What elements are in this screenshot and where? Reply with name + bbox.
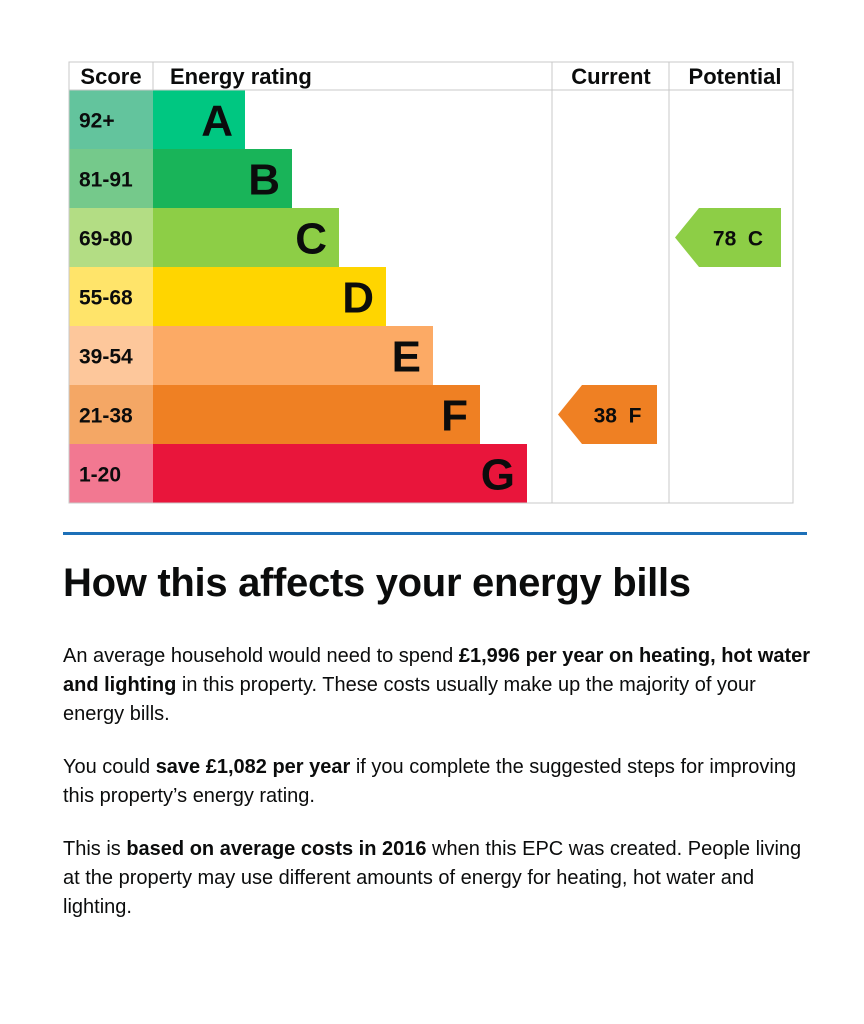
rating-bands: 92+ A 81-91 B 69-80 C 55-68 D 39-54 E 21-38 F 1-20 G — [69, 90, 527, 503]
potential-arrow — [675, 208, 781, 267]
spend-text-after: in this property. These costs usually ma… — [63, 674, 756, 725]
score-cell-d — [69, 267, 153, 326]
save-text-before: You could — [63, 756, 156, 778]
score-cell-c — [69, 208, 153, 267]
basis-text-after: when this EPC was created. People living… — [63, 838, 802, 918]
band-bar-b — [153, 149, 292, 208]
band-bar-d — [153, 267, 386, 326]
bills-heading: How this affects your energy bills — [63, 561, 691, 605]
chart-grid — [68, 61, 794, 504]
score-cell-e — [69, 326, 153, 385]
chart-headers: Score Energy rating Current Potential — [80, 64, 781, 89]
rating-arrows: 38 F 78 C — [558, 208, 781, 444]
score-cell-f — [69, 385, 153, 444]
chart-border — [68, 61, 794, 504]
bills-paragraph-save: You could save £1,082 per year if you co… — [63, 753, 813, 811]
energy-bills-section: How this affects your energy bills An av… — [63, 560, 813, 946]
header-score: Score — [80, 64, 141, 89]
band-bar-f — [153, 385, 480, 444]
bills-paragraph-spend: An average household would need to spend… — [63, 642, 813, 729]
potential-rating-label: 78 C — [713, 228, 763, 251]
band-letter-f: F — [441, 392, 468, 441]
save-text-after: if you complete the suggested steps for … — [63, 756, 797, 807]
section-divider — [63, 532, 807, 535]
save-amount: save £1,082 per year — [155, 756, 351, 778]
header-potential: Potential — [689, 64, 782, 89]
header-energy-rating: Energy rating — [170, 64, 312, 89]
band-letter-d: D — [342, 274, 374, 323]
band-letter-a: A — [201, 97, 233, 146]
basis-text-before: This is — [63, 838, 127, 860]
epc-rating-chart: 92+ A81-91 B69-80 C55-68 D39-54 E21-38 F1-20 G … — [68, 61, 794, 504]
band-letter-b: B — [248, 156, 280, 205]
score-range-f: 21-38 — [79, 405, 133, 428]
band-letter-g: G — [481, 451, 515, 500]
spend-text-before: An average household would need to spend — [63, 645, 459, 667]
bills-paragraph-costs-basis: This is based on average costs in 2016 w… — [63, 835, 813, 922]
header-current: Current — [571, 64, 651, 89]
score-range-b: 81-91 — [79, 169, 133, 192]
band-letter-e: E — [392, 333, 421, 382]
spend-amount: £1,996 per year on heating, hot water an… — [63, 645, 811, 696]
current-arrow — [558, 385, 657, 444]
score-cell-b — [69, 149, 153, 208]
band-bar-g — [153, 444, 527, 503]
score-cell-a — [69, 90, 153, 149]
score-range-c: 69-80 — [79, 228, 133, 251]
band-letter-c: C — [295, 215, 327, 264]
basis-highlight: based on average costs in 2016 — [126, 838, 427, 860]
band-bar-a — [153, 90, 245, 149]
band-bar-c — [153, 208, 339, 267]
score-cell-g — [69, 444, 153, 503]
score-range-e: 39-54 — [79, 346, 133, 369]
band-bar-e — [153, 326, 433, 385]
score-range-d: 55-68 — [79, 287, 133, 310]
current-rating-label: 38 F — [594, 405, 642, 428]
score-range-g: 1-20 — [79, 464, 121, 487]
score-range-a: 92+ — [79, 110, 115, 133]
